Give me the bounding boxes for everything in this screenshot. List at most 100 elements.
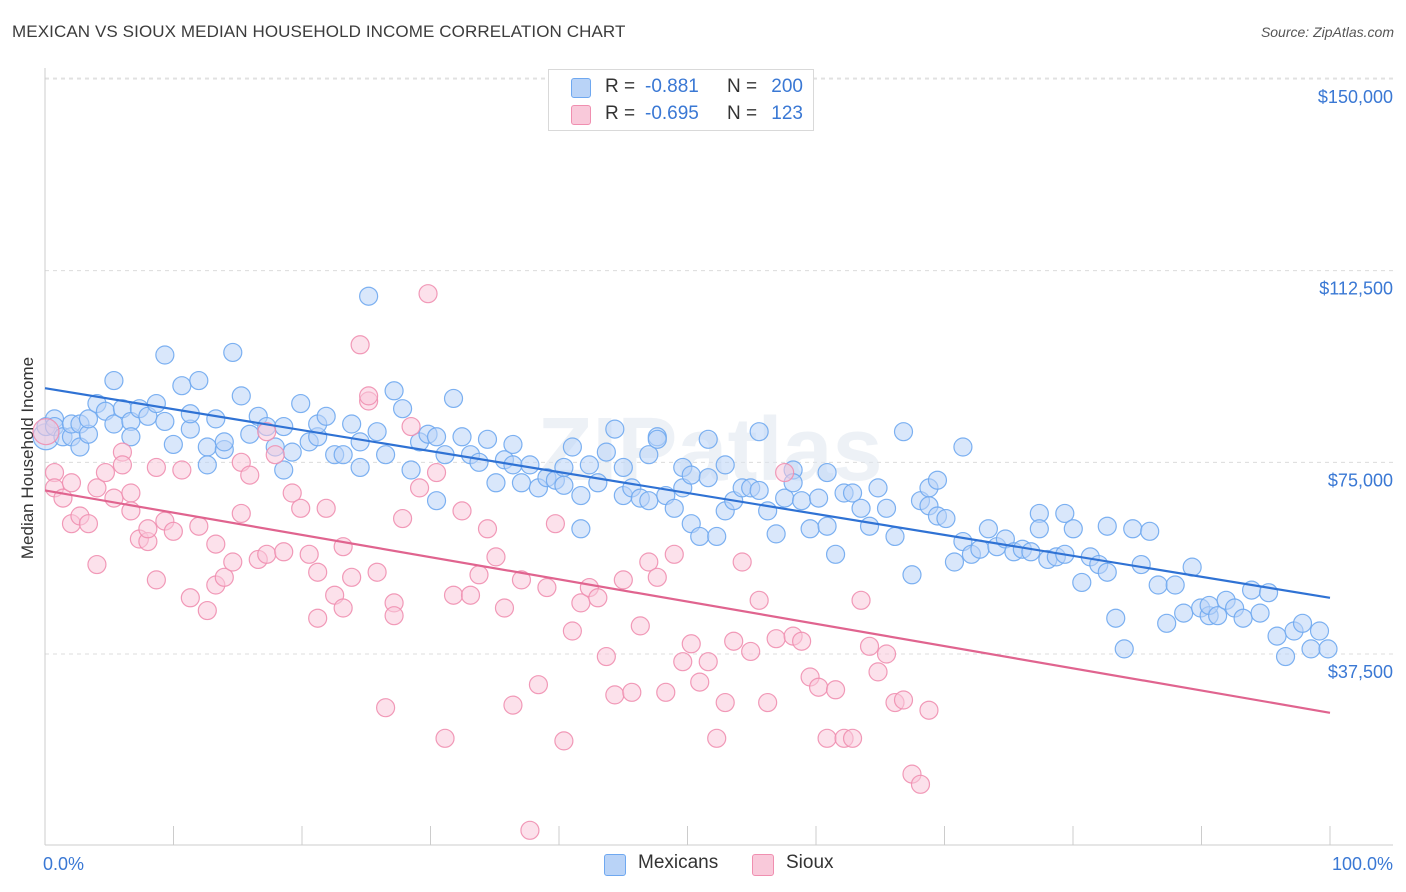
data-point-mexicans: [316, 406, 336, 426]
data-point-sioux: [681, 634, 701, 654]
data-point-mexicans: [571, 485, 591, 506]
data-point-mexicans: [189, 370, 209, 391]
data-point-sioux: [87, 554, 107, 575]
data-point-mexicans: [690, 526, 710, 547]
data-point-mexicans: [1072, 572, 1092, 593]
data-point-mexicans: [359, 286, 379, 306]
data-point-sioux: [825, 680, 846, 700]
data-point-mexicans: [333, 445, 353, 465]
data-point-mexicans: [842, 483, 863, 503]
data-point-sioux: [758, 692, 778, 713]
data-point-sioux: [231, 503, 251, 524]
data-point-mexicans: [579, 455, 599, 475]
data-point-mexicans: [876, 498, 897, 518]
data-point-mexicans: [698, 468, 718, 488]
data-point-sioux: [401, 416, 421, 437]
data-point-mexicans: [155, 411, 175, 432]
data-point-sioux: [409, 478, 430, 498]
data-point-mexicans: [1123, 519, 1143, 539]
data-point-sioux: [189, 516, 209, 536]
data-point-sioux: [562, 621, 582, 641]
data-point-sioux: [690, 672, 710, 692]
data-point-mexicans: [1029, 519, 1049, 539]
data-point-sioux: [384, 606, 404, 626]
data-point-sioux: [274, 542, 294, 562]
correlation-legend: R = -0.881 N = 200 R = -0.695 N = 123: [548, 69, 814, 131]
data-point-mexicans: [426, 427, 447, 447]
data-point-sioux: [503, 695, 523, 715]
data-point-sioux: [32, 418, 60, 446]
data-point-mexicans: [749, 422, 769, 442]
data-point-mexicans: [503, 434, 523, 455]
data-point-mexicans: [936, 508, 956, 529]
axis-labels: $37,500 $75,000 $112,500 $150,000 0.0% 100.0%: [43, 87, 1393, 874]
data-point-mexicans: [392, 399, 413, 419]
data-point-sioux: [749, 590, 769, 610]
data-point-mexicans: [172, 376, 192, 396]
data-point-sioux: [715, 692, 735, 713]
data-point-sioux: [240, 465, 260, 485]
data-point-mexicans: [1131, 554, 1151, 575]
data-point-mexicans: [1174, 603, 1194, 623]
legend-n-value: 200: [771, 76, 803, 97]
data-point-sioux: [350, 335, 370, 355]
data-point-sioux: [622, 682, 642, 702]
trend-line-sioux: [44, 489, 1331, 714]
data-point-mexicans: [825, 544, 846, 564]
data-point-mexicans: [1208, 606, 1228, 626]
data-point-sioux: [121, 483, 141, 503]
data-point-sioux: [919, 700, 939, 720]
data-point-mexicans: [978, 519, 998, 539]
data-point-sioux: [214, 567, 234, 587]
data-point-mexicans: [1292, 613, 1313, 633]
data-point-mexicans: [342, 414, 362, 434]
data-point-sioux: [257, 422, 277, 442]
data-point-mexicans: [1301, 639, 1321, 659]
chart-title: MEXICAN VS SIOUX MEDIAN HOUSEHOLD INCOME…: [12, 22, 626, 41]
data-point-mexicans: [1233, 608, 1253, 628]
data-point-sioux: [435, 728, 455, 748]
data-point-mexicans: [902, 565, 922, 585]
data-point-mexicans: [231, 386, 251, 406]
data-point-sioux: [639, 552, 659, 572]
y-axis-title: Median Household Income: [18, 356, 37, 560]
data-point-sioux: [163, 521, 183, 541]
series-legend: Mexicans Sioux: [0, 850, 1406, 878]
data-point-sioux: [87, 478, 107, 498]
y-tick-label: $37,500: [1328, 662, 1393, 682]
legend-swatch-sioux: [752, 854, 774, 876]
data-point-sioux: [732, 552, 752, 572]
data-point-sioux: [359, 386, 379, 406]
data-point-sioux: [146, 457, 166, 478]
data-point-mexicans: [1250, 603, 1270, 623]
data-point-sioux: [308, 608, 328, 628]
data-point-sioux: [520, 820, 540, 840]
data-point-mexicans: [647, 429, 667, 449]
data-point-mexicans: [452, 427, 472, 447]
legend-n-label: N =: [727, 76, 758, 97]
data-point-sioux: [876, 644, 897, 664]
data-point-mexicans: [792, 491, 812, 511]
data-point-mexicans: [1106, 608, 1126, 628]
data-point-sioux: [61, 473, 82, 493]
data-point-sioux: [172, 460, 192, 480]
data-point-mexicans: [1318, 639, 1338, 659]
data-point-sioux: [223, 552, 243, 572]
data-point-mexicans: [1055, 503, 1075, 524]
data-point-sioux: [112, 455, 133, 475]
data-point-mexicans: [1140, 521, 1160, 541]
data-point-sioux: [817, 728, 837, 748]
data-point-mexicans: [1148, 575, 1168, 595]
data-point-sioux: [443, 585, 464, 605]
data-point-sioux: [664, 544, 684, 564]
data-point-sioux: [910, 774, 931, 794]
data-point-sioux: [392, 508, 413, 529]
data-point-mexicans: [223, 342, 243, 363]
data-point-mexicans: [520, 455, 540, 475]
legend-swatch-mexicans: [571, 78, 591, 98]
legend-r-value: -0.695: [645, 103, 699, 124]
x-tick-label: 0.0%: [43, 854, 84, 874]
axes: [44, 68, 1393, 846]
data-point-mexicans: [155, 345, 175, 365]
